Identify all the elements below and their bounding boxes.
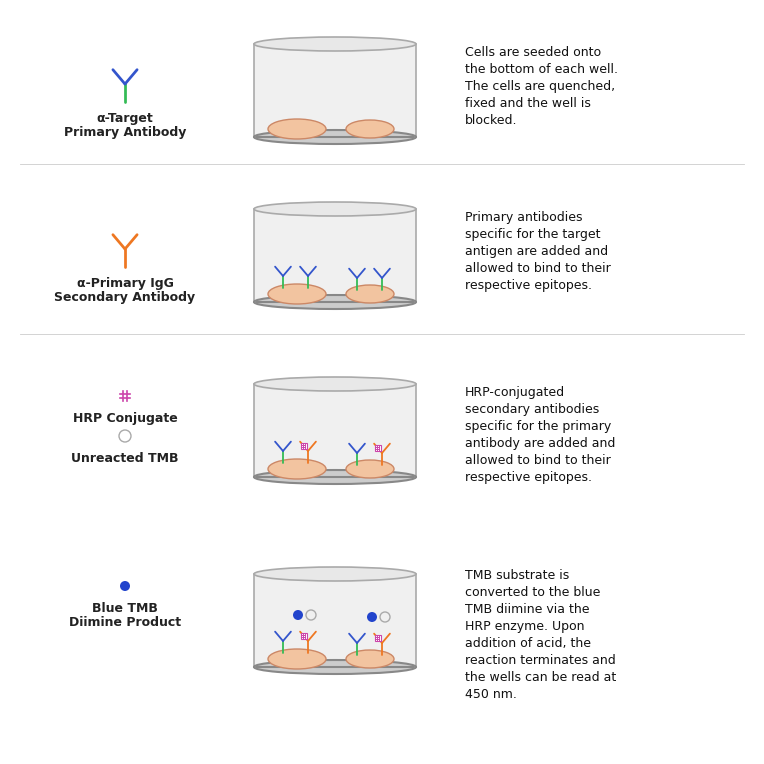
Ellipse shape xyxy=(254,470,416,484)
Ellipse shape xyxy=(268,459,326,479)
Ellipse shape xyxy=(346,285,394,303)
Circle shape xyxy=(120,581,130,591)
Polygon shape xyxy=(254,209,416,302)
Bar xyxy=(301,633,306,639)
Text: HRP Conjugate: HRP Conjugate xyxy=(73,412,177,425)
Ellipse shape xyxy=(346,460,394,478)
Ellipse shape xyxy=(254,567,416,581)
Ellipse shape xyxy=(268,284,326,304)
Ellipse shape xyxy=(254,295,416,309)
Text: Blue TMB: Blue TMB xyxy=(92,602,158,615)
Ellipse shape xyxy=(254,130,416,144)
Polygon shape xyxy=(254,574,416,667)
Text: Primary Antibody: Primary Antibody xyxy=(64,126,186,139)
Circle shape xyxy=(293,610,303,620)
Ellipse shape xyxy=(346,120,394,138)
Bar xyxy=(375,635,380,641)
Ellipse shape xyxy=(346,650,394,668)
Ellipse shape xyxy=(254,37,416,51)
Ellipse shape xyxy=(254,377,416,391)
Text: α-Primary IgG: α-Primary IgG xyxy=(76,277,173,290)
Bar xyxy=(375,445,380,451)
Text: α-Target: α-Target xyxy=(96,112,154,125)
Polygon shape xyxy=(254,44,416,137)
Text: Secondary Antibody: Secondary Antibody xyxy=(54,291,196,304)
Circle shape xyxy=(367,612,377,622)
Text: Unreacted TMB: Unreacted TMB xyxy=(71,452,179,465)
Text: HRP-conjugated
secondary antibodies
specific for the primary
antibody are added : HRP-conjugated secondary antibodies spec… xyxy=(465,386,615,484)
Ellipse shape xyxy=(254,660,416,674)
Ellipse shape xyxy=(268,119,326,139)
Text: Cells are seeded onto
the bottom of each well.
The cells are quenched,
fixed and: Cells are seeded onto the bottom of each… xyxy=(465,46,618,127)
Bar xyxy=(301,443,306,448)
Ellipse shape xyxy=(254,202,416,216)
Ellipse shape xyxy=(268,649,326,669)
Text: Primary antibodies
specific for the target
antigen are added and
allowed to bind: Primary antibodies specific for the targ… xyxy=(465,211,610,292)
Text: TMB substrate is
converted to the blue
TMB diimine via the
HRP enzyme. Upon
addi: TMB substrate is converted to the blue T… xyxy=(465,569,617,701)
Text: Diimine Product: Diimine Product xyxy=(69,616,181,629)
Polygon shape xyxy=(254,384,416,477)
